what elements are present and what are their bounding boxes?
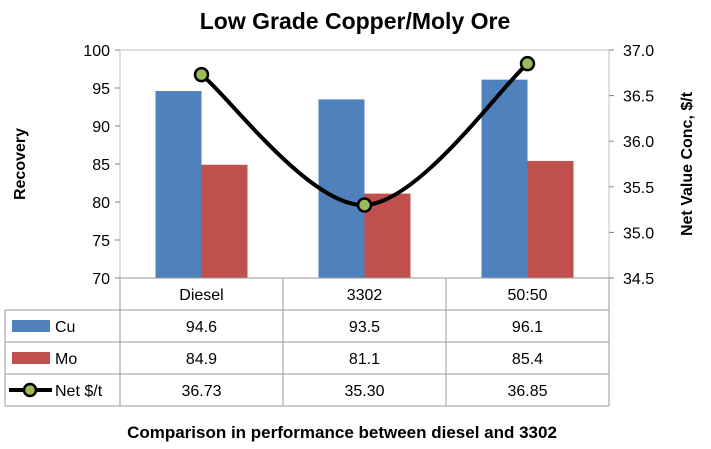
net-value-point-3302 <box>356 197 373 213</box>
y2-tick-label: 36.0 <box>623 134 654 151</box>
bar-cu-3302 <box>318 99 365 279</box>
y-tick-label: 70 <box>92 271 110 288</box>
net-value-line <box>193 55 536 213</box>
bar-cu-diesel <box>155 91 202 278</box>
table-category-label: 3302 <box>347 287 383 304</box>
y2-tick-label: 34.5 <box>623 271 654 288</box>
y-tick-label: 90 <box>92 119 110 136</box>
y2-tick-label: 35.5 <box>623 180 654 197</box>
y2-axis-ticks: 34.5 35.0 35.5 36.0 36.5 37.0 <box>609 43 654 288</box>
bar-mo-5050 <box>527 160 574 278</box>
y-axis-ticks: 70 75 80 85 90 95 100 <box>83 43 120 288</box>
y2-axis-label: Net Value Conc, $/t <box>679 91 696 236</box>
plot-area: 70 75 80 85 90 95 100 34.5 35.0 35.5 36.0 36.5 37.0 <box>83 43 654 288</box>
y-tick-label: 80 <box>92 195 110 212</box>
y-tick-label: 75 <box>92 233 110 250</box>
bars <box>155 79 574 279</box>
legend-key-cu <box>12 320 50 332</box>
legend-series-name: Net $/t <box>55 383 103 400</box>
y2-tick-label: 37.0 <box>623 43 654 60</box>
y2-tick-label: 35.0 <box>623 225 654 242</box>
y-axis-label: Recovery <box>12 128 29 200</box>
net-value-point-5050 <box>519 55 536 72</box>
legend-series-name: Mo <box>55 351 77 368</box>
table-category-label: Diesel <box>179 287 223 304</box>
y-tick-label: 100 <box>83 43 110 60</box>
table-value: 85.4 <box>512 351 543 368</box>
legend-key-marker <box>22 382 38 398</box>
chart-title: Low Grade Copper/Moly Ore <box>200 8 511 34</box>
data-table: Diesel 3302 50:50 Cu 94.6 93.5 96.1 Mo 84.9 81.1 8… <box>4 277 610 407</box>
table-value: 84.9 <box>186 351 217 368</box>
table-value: 81.1 <box>349 351 380 368</box>
y-tick-label: 95 <box>92 81 110 98</box>
net-value-point-diesel <box>193 66 210 83</box>
table-value: 36.73 <box>181 383 221 400</box>
legend-key-mo <box>12 352 50 364</box>
bar-mo-3302 <box>364 193 411 278</box>
table-value: 96.1 <box>512 319 543 336</box>
chart-caption: Comparison in performance between diesel… <box>127 423 557 442</box>
table-value: 93.5 <box>349 319 380 336</box>
table-category-label: 50:50 <box>507 287 547 304</box>
bar-mo-diesel <box>201 164 248 278</box>
table-value: 94.6 <box>186 319 217 336</box>
y-tick-label: 85 <box>92 157 110 174</box>
y2-tick-label: 36.5 <box>623 89 654 106</box>
bar-cu-5050 <box>481 79 528 278</box>
table-value: 36.85 <box>507 383 547 400</box>
legend-series-name: Cu <box>55 319 75 336</box>
table-value: 35.30 <box>344 383 384 400</box>
